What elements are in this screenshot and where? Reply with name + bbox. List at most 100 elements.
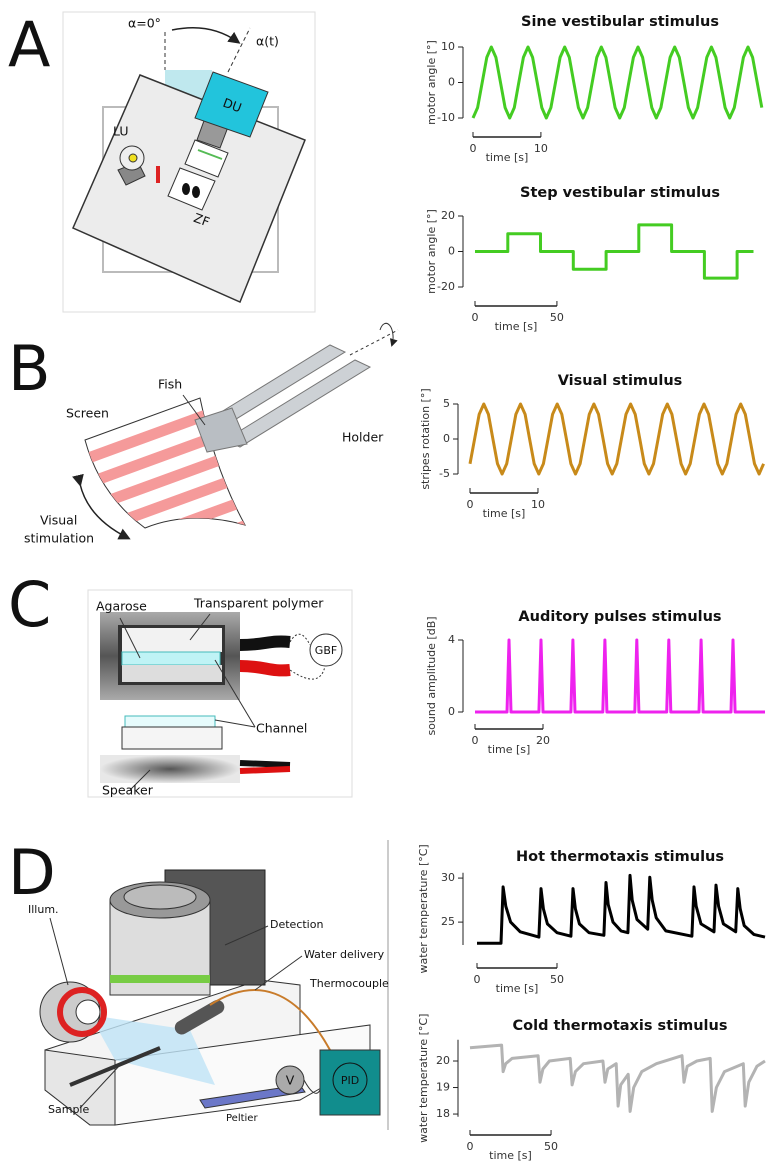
panel-label: A xyxy=(8,8,50,81)
chart-title: Hot thermotaxis stimulus xyxy=(516,849,724,865)
diagram-d: PID V Illum. Detection Water delivery Th… xyxy=(28,840,389,1130)
leader xyxy=(214,719,256,728)
leader xyxy=(49,917,69,986)
y-axis-label: stripes rotation [°] xyxy=(419,388,432,489)
label: Sample xyxy=(48,1103,89,1116)
peltier xyxy=(199,1084,306,1109)
cable xyxy=(239,660,291,677)
objective-band xyxy=(110,975,210,983)
zf-box xyxy=(167,167,216,211)
x-tick-label: 0 xyxy=(470,142,477,155)
label: Illum. xyxy=(28,903,59,916)
leader xyxy=(254,955,303,991)
series-line xyxy=(475,638,765,714)
x-axis-label: time [s] xyxy=(495,320,538,333)
arrow xyxy=(72,473,131,540)
y-tick-label: 18 xyxy=(436,1107,450,1120)
panel-label: C xyxy=(8,568,51,641)
y-tick-label: 30 xyxy=(441,871,455,884)
x-tick-label: 0 xyxy=(474,973,481,986)
holder-base xyxy=(194,407,248,453)
x-axis-label: time [s] xyxy=(489,1149,532,1162)
illum-ring xyxy=(57,987,107,1037)
label: Speaker xyxy=(102,783,154,798)
label: ZF xyxy=(192,210,212,229)
label: PID xyxy=(341,1074,359,1087)
eye xyxy=(192,186,200,198)
chart-title: Step vestibular stimulus xyxy=(520,185,720,201)
x-tick-label: 0 xyxy=(472,311,479,324)
cable xyxy=(239,766,291,774)
x-tick-label: 10 xyxy=(534,142,548,155)
sample xyxy=(69,1046,161,1087)
y-tick-label: -5 xyxy=(439,467,450,480)
label: Thermocouple xyxy=(309,977,389,990)
filter xyxy=(156,166,160,183)
leader xyxy=(182,394,206,426)
polymer xyxy=(122,628,222,652)
x-axis-label: time [s] xyxy=(483,507,526,520)
leader xyxy=(119,617,141,659)
chart-title: Visual stimulus xyxy=(558,373,683,389)
axis xyxy=(349,329,399,356)
y-tick-label: 4 xyxy=(448,633,455,646)
series-line xyxy=(468,402,765,476)
x-axis-label: time [s] xyxy=(496,982,539,995)
label: stimulation xyxy=(24,531,94,546)
tray-wall xyxy=(44,1049,116,1126)
y-tick-label: 0 xyxy=(448,76,455,89)
y-tick-label: 19 xyxy=(436,1081,450,1094)
x-tick-label: 0 xyxy=(467,498,474,511)
diagram-c: GBF Agarose Transparent polymer Channel … xyxy=(87,589,353,798)
series-line xyxy=(477,873,766,945)
x-tick-label: 50 xyxy=(550,973,564,986)
label: Channel xyxy=(256,721,307,736)
chart-title: Auditory pulses stimulus xyxy=(518,609,721,625)
series-line xyxy=(475,223,754,280)
label: Screen xyxy=(66,406,109,421)
y-tick-label: 5 xyxy=(443,397,450,410)
label: Holder xyxy=(342,430,384,445)
stripe xyxy=(197,149,223,160)
x-tick-label: 50 xyxy=(544,1140,558,1153)
x-tick-label: 0 xyxy=(467,1140,474,1153)
agarose-base xyxy=(122,665,222,682)
chart-title: Cold thermotaxis stimulus xyxy=(513,1018,728,1034)
x-tick-label: 10 xyxy=(531,498,545,511)
chart-title: Sine vestibular stimulus xyxy=(521,14,719,30)
wire xyxy=(289,633,311,646)
frame xyxy=(62,11,316,313)
y-tick-label: 10 xyxy=(441,40,455,53)
axis xyxy=(227,27,251,73)
base xyxy=(121,726,223,750)
illum-lens xyxy=(75,999,101,1025)
wire xyxy=(289,665,326,680)
leader xyxy=(129,769,151,791)
cable xyxy=(239,635,291,651)
label: Visual xyxy=(40,513,77,528)
frame xyxy=(87,589,353,798)
panel-label: D xyxy=(8,836,56,909)
leader xyxy=(189,613,211,641)
x-axis-label: time [s] xyxy=(486,151,529,164)
label: α(t) xyxy=(256,34,279,49)
leader xyxy=(214,659,256,728)
du xyxy=(194,71,269,138)
panel-label: B xyxy=(8,332,51,405)
x-tick-label: 20 xyxy=(536,734,550,747)
thermocouple-wire xyxy=(209,989,331,1051)
arrow xyxy=(171,27,241,44)
series-line xyxy=(469,1043,766,1113)
y-axis-label: sound amplitude [dB] xyxy=(425,616,438,735)
y-tick-label: 25 xyxy=(441,915,455,928)
label: Detection xyxy=(270,918,323,931)
y-axis-label: motor angle [°] xyxy=(425,40,438,125)
led xyxy=(128,153,138,163)
label: LU xyxy=(113,124,129,139)
y-tick-label: -20 xyxy=(437,280,455,293)
diagram-b: Fish Screen Holder Visual stimulation xyxy=(24,322,399,546)
label: Peltier xyxy=(226,1113,258,1124)
leader xyxy=(79,1064,121,1109)
